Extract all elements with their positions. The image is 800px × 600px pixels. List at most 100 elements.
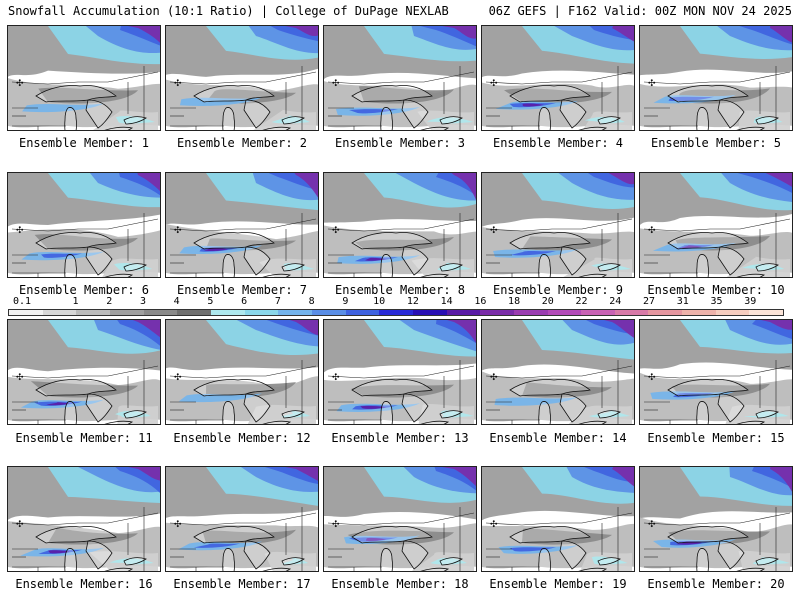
station-marker-icon: ✣	[174, 226, 182, 236]
lake-outline	[35, 232, 117, 250]
snowfall-contour	[752, 557, 790, 565]
border-line	[327, 512, 475, 526]
lake-outline	[439, 263, 463, 272]
lake-outline	[538, 254, 551, 277]
snowfall-contour	[283, 263, 315, 271]
ensemble-map-2: ✣	[165, 25, 319, 131]
ensemble-member-caption: Ensemble Member: 7	[176, 283, 308, 297]
colorbar-tick-label: 2	[106, 296, 113, 307]
lake-outline	[597, 116, 621, 125]
colorbar-tick-label: 27	[643, 296, 656, 307]
station-marker-icon: ✣	[16, 79, 24, 89]
colorbar-swatch	[9, 310, 43, 315]
colorbar-swatch	[76, 310, 110, 315]
lake-outline	[380, 107, 393, 130]
lake-outline	[85, 393, 113, 423]
lake-outline	[696, 548, 709, 571]
station-marker-icon: ✣	[490, 520, 498, 530]
snowfall-map: ✣	[640, 467, 792, 571]
lake-outline	[578, 126, 608, 130]
lake-outline	[281, 410, 305, 419]
snowfall-contour	[742, 264, 785, 271]
lake-outline	[262, 273, 292, 277]
lake-outline	[64, 548, 77, 571]
ensemble-map-13: ✣	[323, 319, 477, 425]
snowfall-contour	[34, 234, 138, 251]
ensemble-map-18: ✣	[323, 466, 477, 572]
snowfall-contour	[109, 558, 154, 565]
colorbar-swatch	[345, 310, 380, 315]
ensemble-map-17: ✣	[165, 466, 319, 572]
snowfall-contour	[355, 236, 454, 251]
snowfall-map: ✣	[8, 467, 160, 571]
ensemble-member-caption: Ensemble Member: 16	[15, 577, 153, 591]
ensemble-map-15: ✣	[639, 319, 793, 425]
snowfall-map: ✣	[482, 26, 634, 130]
snowfall-contour	[193, 543, 240, 548]
station-marker-icon: ✣	[174, 79, 182, 89]
snowfall-contour	[522, 528, 612, 545]
lake-outline	[538, 401, 551, 424]
lake-outline	[717, 99, 745, 129]
lake-outline	[597, 410, 621, 419]
snowfall-map: ✣	[640, 320, 792, 424]
snowfall-contour	[426, 117, 474, 124]
lake-outline	[401, 540, 429, 570]
lake-outline	[380, 548, 393, 571]
ensemble-member-caption: Ensemble Member: 10	[647, 283, 785, 297]
border-line	[327, 218, 475, 232]
ensemble-member-caption: Ensemble Member: 17	[173, 577, 311, 591]
snowfall-map: ✣	[482, 173, 634, 277]
border-line	[11, 218, 159, 232]
snowfall-contour	[294, 173, 318, 198]
lake-outline	[736, 126, 766, 130]
colorbar-swatch	[682, 310, 716, 315]
station-marker-icon: ✣	[648, 373, 656, 383]
border-line	[485, 71, 633, 85]
snowfall-contour	[365, 537, 386, 541]
ensemble-member-caption: Ensemble Member: 5	[650, 136, 782, 150]
lake-outline	[351, 232, 433, 250]
colorbar-swatch	[581, 310, 615, 315]
colorbar-swatch	[379, 310, 413, 315]
border-line	[643, 512, 791, 526]
lake-outline	[85, 540, 113, 570]
lake-outline	[559, 246, 587, 276]
lake-outline	[193, 526, 275, 544]
snowfall-map: ✣	[324, 26, 476, 130]
ensemble-member-caption: Ensemble Member: 19	[489, 577, 627, 591]
colorbar-tick-label: 10	[373, 296, 386, 307]
colorbar-tick-label: 16	[474, 296, 487, 307]
ensemble-map-1: ✣	[7, 25, 161, 131]
snowfall-contour	[46, 402, 70, 406]
snowfall-contour	[770, 26, 792, 43]
lake-outline	[35, 379, 117, 397]
snowfall-contour	[510, 250, 556, 256]
lake-outline	[736, 567, 766, 571]
lake-outline	[717, 540, 745, 570]
lake-outline	[281, 116, 305, 125]
ensemble-member-caption: Ensemble Member: 6	[18, 283, 150, 297]
lake-outline	[755, 557, 779, 566]
lake-outline	[755, 410, 779, 419]
snowfall-contour	[603, 320, 634, 338]
snowfall-contour	[612, 26, 634, 42]
lake-outline	[559, 99, 587, 129]
lake-outline	[597, 557, 621, 566]
colorbar-tick-label: 22	[575, 296, 588, 307]
border-line	[485, 365, 633, 379]
lake-outline	[420, 273, 450, 277]
colorbar-swatch	[480, 310, 514, 315]
snowfall-map: ✣	[482, 320, 634, 424]
snowfall-contour	[360, 405, 386, 409]
ensemble-member-caption: Ensemble Member: 12	[173, 431, 311, 445]
colorbar-tick-label: 4	[173, 296, 180, 307]
snowfall-contour	[281, 410, 311, 418]
lake-outline	[559, 540, 587, 570]
lake-outline	[755, 116, 779, 125]
colorbar-swatch	[749, 310, 784, 315]
colorbar-swatch	[446, 310, 481, 315]
station-marker-icon: ✣	[332, 226, 340, 236]
lake-outline	[262, 126, 292, 130]
lake-outline	[222, 254, 235, 277]
